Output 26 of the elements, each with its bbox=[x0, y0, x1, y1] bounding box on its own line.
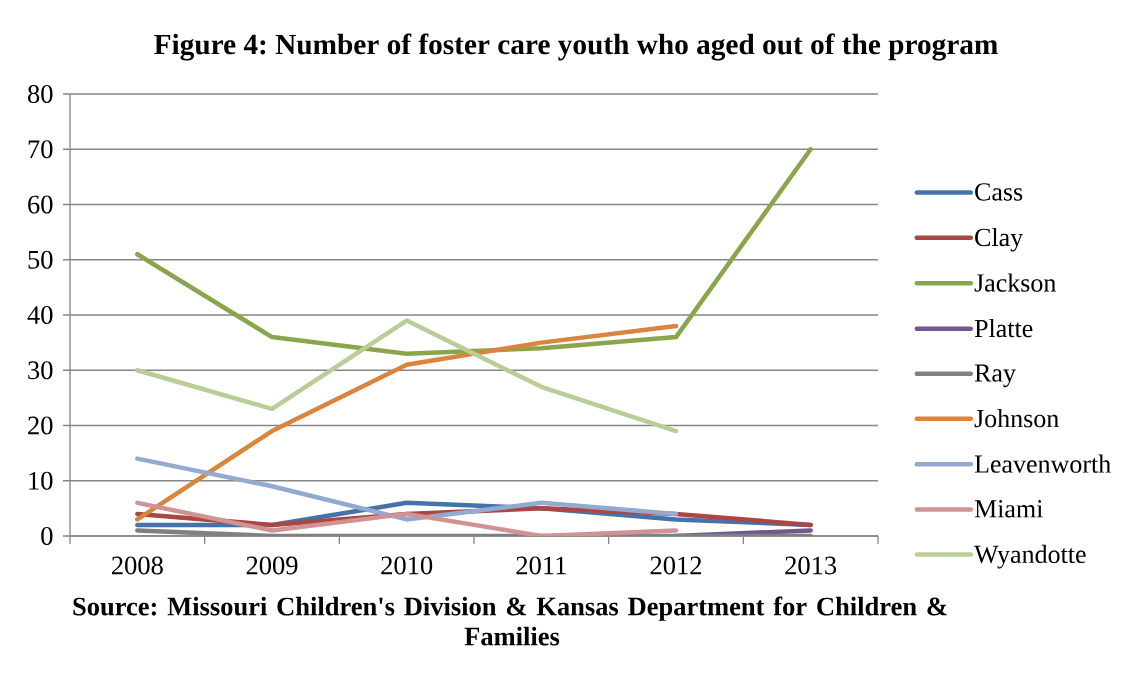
legend-label: Cass bbox=[975, 183, 1023, 201]
legend-label: Jackson bbox=[974, 273, 1056, 292]
y-tick-label: 0 bbox=[41, 527, 53, 545]
y-tick-label: 80 bbox=[27, 85, 53, 103]
x-tick-label: 2008 bbox=[112, 556, 163, 575]
y-tick-label: 30 bbox=[28, 361, 53, 380]
x-tick-label: 2009 bbox=[246, 556, 298, 575]
x-tick-label: 2012 bbox=[650, 556, 702, 575]
legend-label: Wyandotte bbox=[974, 544, 1086, 569]
legend-label: Leavenworth bbox=[974, 454, 1111, 473]
legend-label: Platte bbox=[974, 318, 1033, 338]
y-tick-label: 70 bbox=[28, 140, 53, 159]
x-tick-label: 2010 bbox=[381, 556, 433, 575]
y-tick-label: 60 bbox=[28, 195, 53, 214]
legend-label: Clay bbox=[975, 227, 1024, 252]
chart-title: Figure 4: Number of foster care youth who aged out of the program bbox=[154, 33, 998, 61]
x-tick-label: 2011 bbox=[516, 556, 566, 575]
y-tick-label: 20 bbox=[28, 416, 53, 435]
y-tick-label: 10 bbox=[29, 471, 53, 490]
x-tick-label: 2013 bbox=[785, 556, 837, 575]
legend-label: Ray bbox=[974, 364, 1016, 388]
source-note: Source: Missouri Children's Division & Kansas Department for Children & Families bbox=[73, 596, 947, 646]
y-tick-label: 40 bbox=[27, 306, 53, 324]
legend-label: Johnson bbox=[974, 409, 1059, 428]
legend-label: Miami bbox=[974, 500, 1043, 518]
y-tick-label: 50 bbox=[28, 250, 53, 269]
